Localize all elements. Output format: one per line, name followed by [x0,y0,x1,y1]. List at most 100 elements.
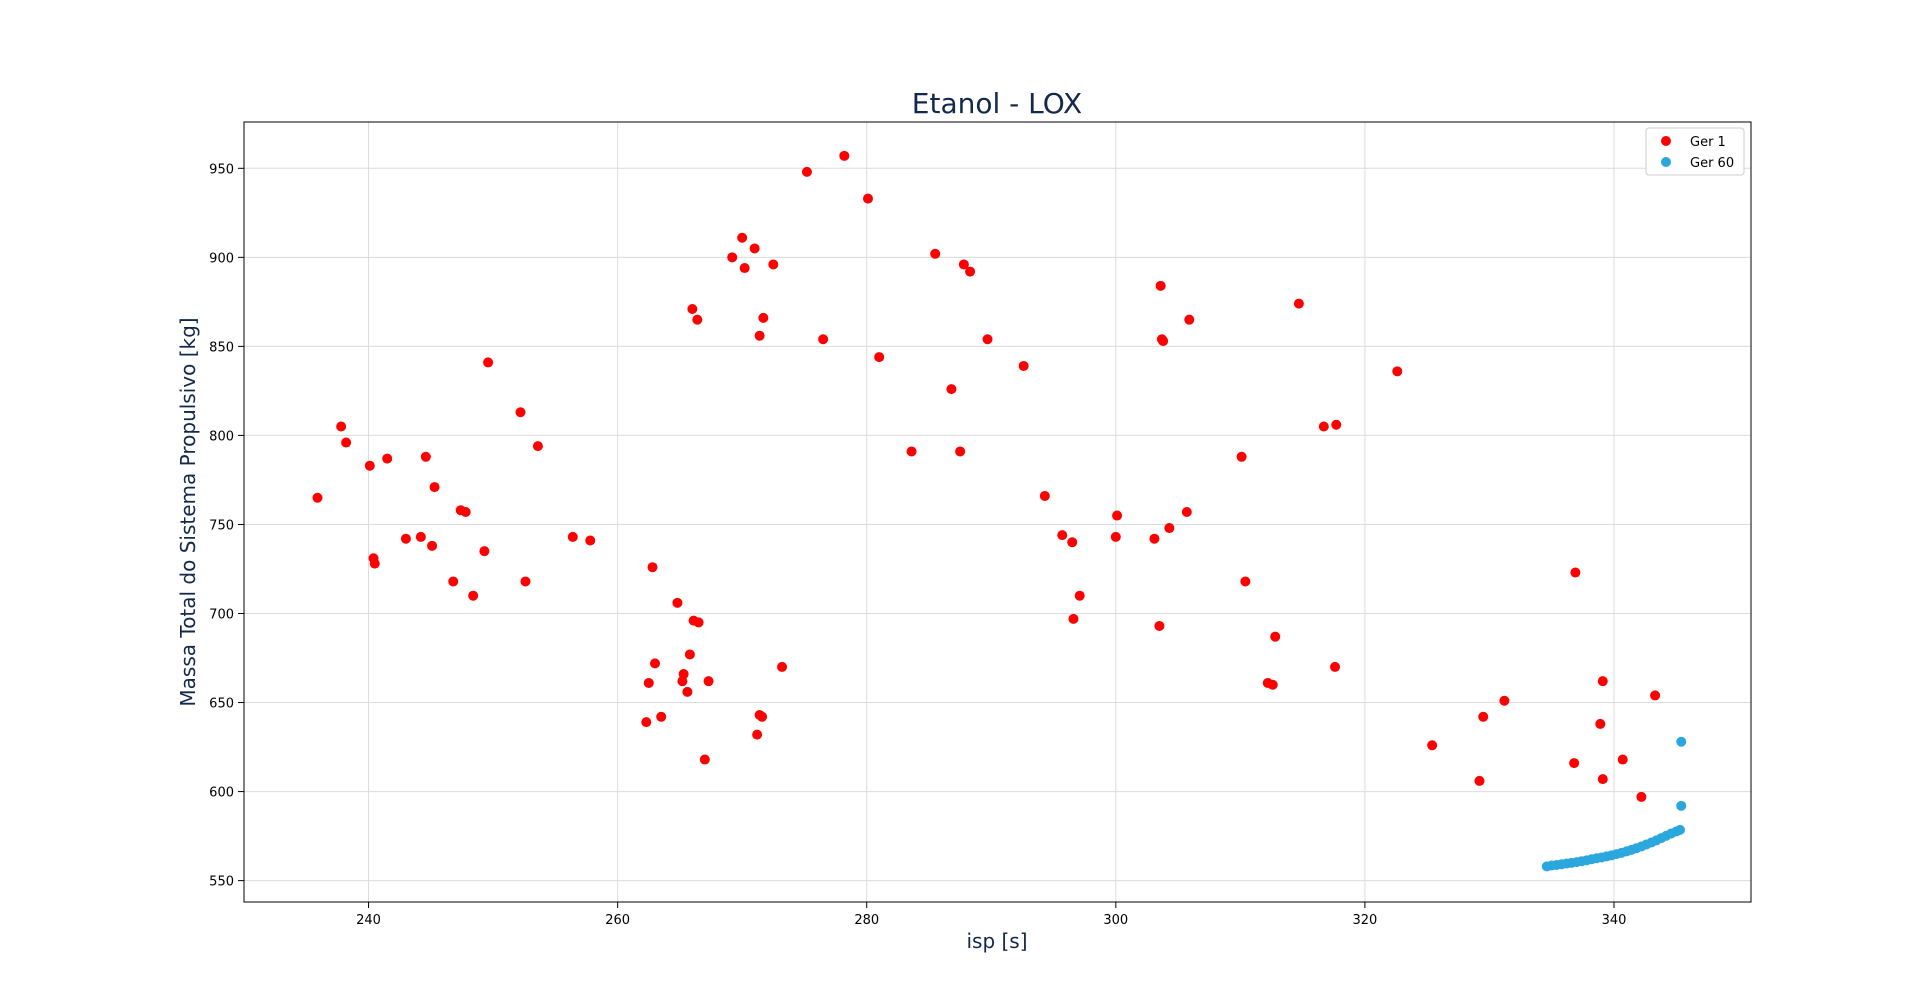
data-point [415,531,426,542]
axis-ticks: 240 260 280 300 320 340 550 600 650 700 750 800 850 9… [209,162,1626,928]
data-point [1164,523,1175,534]
data-point [946,384,957,395]
data-point [1270,631,1281,642]
data-point [693,617,704,628]
data-point [336,421,347,432]
data-point [1154,620,1165,631]
data-point [955,446,966,457]
data-point [1636,791,1647,802]
data-point [1650,690,1661,701]
data-point [341,437,352,448]
data-point [364,460,375,471]
data-point [532,441,543,452]
data-point [672,597,683,608]
legend-label-ger-1: Ger 1 [1690,135,1726,150]
data-point [1110,531,1121,542]
data-point [643,677,654,688]
data-point [1158,336,1169,347]
data-point [737,232,748,243]
data-point [982,334,993,345]
data-point [958,259,969,270]
legend-label-ger-60: Ger 60 [1690,156,1734,171]
data-point [1149,533,1160,544]
x-tick-label: 260 [605,913,630,928]
data-point [699,754,710,765]
data-point [768,259,779,270]
data-point [1595,718,1606,729]
y-tick-label: 600 [209,786,234,801]
data-point [647,562,658,573]
data-point [515,407,526,418]
data-point [369,558,380,569]
data-point [874,352,885,363]
data-point [930,248,941,259]
x-tick-label: 280 [854,913,879,928]
data-point [520,576,531,587]
data-point [1267,679,1278,690]
data-point [1181,507,1192,517]
x-tick-label: 320 [1352,913,1377,928]
data-point [1427,740,1438,751]
data-point [650,658,660,669]
data-point [687,303,698,314]
data-point [1068,613,1079,624]
data-point [692,314,703,325]
y-tick-label: 900 [209,251,234,266]
data-point [1676,800,1687,811]
data-point [483,357,494,368]
data-point [749,243,760,254]
data-point [1155,280,1166,291]
data-point [1569,758,1580,769]
data-point [420,451,431,462]
data-point [777,661,788,672]
data-point [703,676,714,687]
data-point [727,252,738,263]
data-point [1675,824,1686,835]
data-point [754,330,765,341]
data-point [1184,314,1195,325]
data-point [1474,775,1485,786]
series-ger-60 [1541,736,1687,872]
data-point [312,492,323,503]
data-point [682,686,693,697]
data-point [427,540,438,551]
data-points [312,150,1687,872]
data-point [585,535,596,546]
legend-marker-ger-1 [1661,136,1671,146]
data-point [641,717,652,728]
x-tick-label: 240 [356,913,381,928]
data-point [801,166,812,177]
y-axis-label: Massa Total do Sistema Propulsivo [kg] [176,317,200,706]
data-point [429,482,440,493]
data-point [1057,530,1068,541]
y-tick-label: 800 [209,429,234,444]
y-tick-label: 750 [209,518,234,533]
data-point [1293,298,1304,309]
data-point [678,669,689,680]
data-point [448,576,459,587]
plot-frame [243,121,1752,903]
data-point [1570,567,1581,578]
data-point [906,446,917,457]
data-point [479,546,490,557]
x-tick-label: 340 [1602,913,1627,928]
data-point [1318,421,1329,432]
data-point [757,711,768,722]
y-tick-label: 700 [209,608,234,623]
data-point [684,649,695,660]
data-point [1676,736,1687,747]
x-tick-label: 300 [1103,913,1128,928]
y-tick-label: 850 [209,340,234,355]
data-point [1331,419,1342,430]
data-point [1499,695,1510,706]
data-point [1330,661,1341,672]
data-point [1240,576,1251,587]
data-point [567,531,578,542]
data-point [656,711,667,722]
data-point [1617,754,1628,765]
data-point [460,507,471,517]
data-point [739,263,750,274]
data-point [818,334,829,345]
legend: Ger 1 Ger 60 [1645,127,1745,176]
data-point [839,150,850,161]
